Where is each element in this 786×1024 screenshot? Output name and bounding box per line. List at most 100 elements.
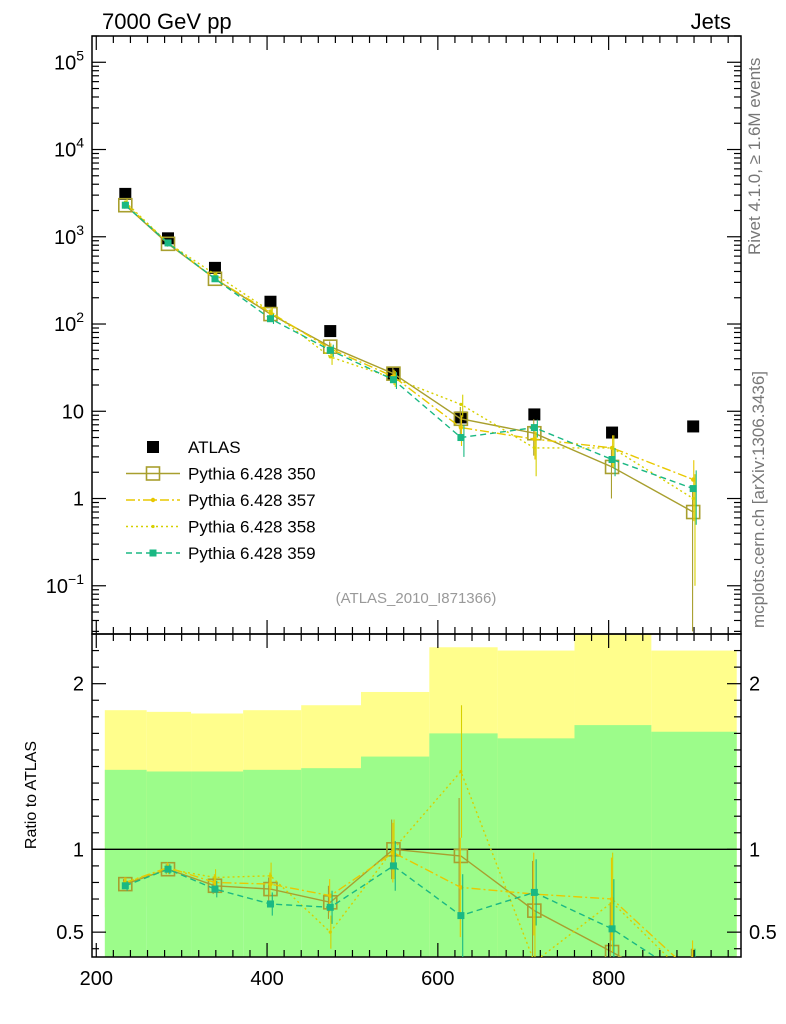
data-point (530, 888, 538, 896)
legend-item: ATLAS (147, 438, 241, 457)
data-point (213, 875, 217, 880)
legend-marker (149, 549, 157, 557)
data-point (208, 261, 221, 274)
data-point (458, 885, 464, 890)
data-point (608, 456, 616, 464)
mcplots-label: mcplots.cern.ch [arXiv:1306.3436] (749, 371, 768, 628)
data-point (264, 295, 277, 308)
main-panel-data (118, 187, 701, 632)
data-point (121, 201, 129, 209)
ratio-y-tick-label-right: 0.5 (749, 922, 777, 944)
data-point (266, 315, 274, 323)
data-point (690, 978, 697, 985)
x-tick-label: 200 (80, 968, 113, 990)
data-point (391, 847, 396, 851)
data-point (692, 980, 695, 983)
data-point (266, 900, 274, 908)
y-tick-label: 105 (54, 47, 84, 74)
data-point (532, 436, 537, 442)
data-point (691, 496, 695, 501)
legend-item: Pythia 6.428 359 (126, 544, 316, 563)
y-tick-label: 103 (54, 222, 84, 249)
series-line (125, 865, 657, 957)
ratio-ylabel: Ratio to ATLAS (23, 741, 40, 849)
inner-band-bin (104, 769, 147, 957)
series-pythia-6-428-359 (121, 201, 697, 525)
legend-label: ATLAS (188, 438, 241, 457)
data-point (457, 434, 465, 442)
data-point (211, 885, 219, 893)
inner-band-bin (191, 771, 244, 957)
data-point (328, 355, 332, 359)
series-line (124, 203, 694, 481)
inner-band-bin (429, 733, 498, 957)
data-point (213, 272, 217, 277)
data-point (164, 865, 172, 873)
legend-label: Pythia 6.428 350 (188, 465, 316, 484)
legend-marker (151, 524, 155, 529)
legend: ATLAS Pythia 6.428 350 Pythia 6.428 357 Pyt… (126, 438, 316, 563)
ratio-y-tick-label-right: 2 (749, 674, 760, 696)
rivet-version-label: Rivet 4.1.0, ≥ 1.6M events (745, 58, 764, 255)
data-point (527, 903, 542, 918)
x-tick-label: 600 (421, 968, 454, 990)
legend-item: Pythia 6.428 357 (126, 491, 316, 510)
data-point (687, 992, 700, 1005)
series-line (124, 201, 694, 500)
data-point (689, 485, 697, 493)
ratio-y-tick-label: 0.5 (56, 922, 84, 944)
y-tick-label: 10−1 (46, 571, 84, 598)
axes: 10−1 1 10 102 103 104 105 0.5 0.5 1 1 2 2 200 400 600 80… (46, 35, 777, 990)
data-point (268, 309, 273, 313)
data-point (119, 187, 132, 200)
data-point (326, 346, 334, 354)
data-point (207, 271, 223, 287)
data-point (268, 881, 273, 887)
inner-band-bin (651, 731, 737, 957)
data-point (121, 882, 129, 890)
data-point (118, 197, 133, 213)
ratio-panel-data (118, 705, 700, 1005)
data-point (389, 376, 397, 384)
inner-band-bin (243, 769, 302, 957)
series-pythia-6-428-350 (118, 197, 701, 632)
plot-frames (91, 35, 742, 958)
data-point (118, 876, 133, 892)
data-point (459, 769, 463, 774)
data-point (685, 504, 701, 520)
data-point (328, 930, 332, 934)
legend-item: Pythia 6.428 350 (126, 465, 316, 484)
data-point (610, 446, 614, 450)
data-point (690, 477, 696, 482)
data-point (528, 408, 541, 421)
analysis-label: (ATLAS_2010_I871366) (336, 590, 497, 607)
x-tick-label: 400 (250, 968, 283, 990)
legend-marker (150, 497, 156, 503)
legend-label: Pythia 6.428 358 (188, 518, 316, 537)
data-point (691, 971, 695, 975)
legend-item: Pythia 6.428 358 (126, 518, 316, 537)
series-line (125, 851, 677, 957)
data-point (687, 420, 700, 433)
data-point (454, 411, 467, 424)
header-left-title: 7000 GeV pp (102, 9, 232, 34)
data-point (458, 425, 464, 430)
data-point (211, 275, 219, 283)
y-tick-label: 10 (62, 401, 84, 423)
data-point (453, 848, 469, 864)
data-point (532, 446, 536, 450)
legend-marker (147, 441, 159, 453)
ratio-y-tick-label-right: 1 (749, 839, 760, 861)
data-point (453, 411, 469, 427)
data-point (608, 925, 616, 933)
data-point (530, 424, 538, 432)
data-point (533, 960, 536, 963)
data-point (389, 862, 397, 870)
y-tick-label: 104 (54, 135, 84, 162)
data-point (459, 402, 463, 406)
ratio-uncertainty-bands (104, 634, 737, 957)
legend-marker (145, 466, 161, 481)
data-point (610, 900, 614, 904)
data-point (268, 874, 273, 878)
header-right-title: Jets (691, 9, 731, 34)
